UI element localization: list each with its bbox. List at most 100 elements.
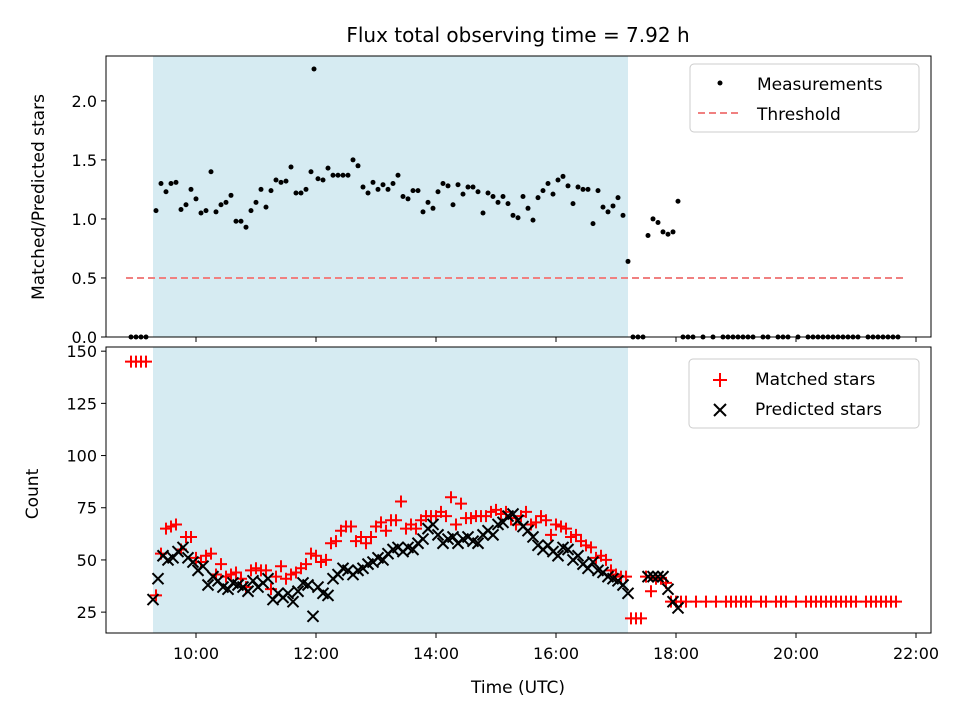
predicted-star-point xyxy=(661,582,675,596)
matched-star-point xyxy=(360,537,372,550)
y-tick-label: 25 xyxy=(77,603,97,622)
measurement-point xyxy=(600,204,606,210)
predicted-star-point xyxy=(561,543,575,556)
matched-star-point xyxy=(520,505,532,518)
measurement-point xyxy=(590,221,596,227)
measurement-point xyxy=(311,66,317,72)
matched-star-point xyxy=(215,558,227,571)
measurement-point xyxy=(455,182,461,188)
predicted-star-point xyxy=(151,572,165,585)
matched-star-point xyxy=(300,558,312,571)
measurement-point xyxy=(465,184,471,190)
predicted-star-point xyxy=(186,555,200,569)
measurement-point xyxy=(480,210,486,216)
measurement-point xyxy=(550,191,556,197)
measurement-point xyxy=(515,215,521,221)
measurement-point xyxy=(520,194,526,199)
predicted-star-point xyxy=(671,601,685,615)
measurement-point xyxy=(335,172,341,178)
measurement-point xyxy=(505,201,511,207)
matched-star-point xyxy=(205,547,217,560)
measurement-point xyxy=(375,186,381,192)
bottom-y-axis-label: Count xyxy=(23,468,43,519)
measurement-point xyxy=(475,189,481,195)
matched-star-point xyxy=(890,595,902,608)
x-tick-label: 10:00 xyxy=(173,644,219,663)
x-tick-label: 12:00 xyxy=(293,644,339,663)
predicted-star-point xyxy=(641,570,655,583)
x-tick-label: 20:00 xyxy=(773,644,819,663)
predicted-star-point xyxy=(646,570,660,583)
x-tick-label: 18:00 xyxy=(653,644,699,663)
matched-star-point xyxy=(540,514,552,527)
measurement-point xyxy=(350,157,356,163)
measurement-point xyxy=(380,182,386,188)
predicted-star-point xyxy=(196,559,210,573)
matched-star-point xyxy=(365,530,377,543)
measurement-point xyxy=(670,229,676,235)
matched-star-point xyxy=(600,553,612,566)
predicted-star-point xyxy=(286,595,300,608)
matched-star-point xyxy=(270,570,282,583)
measurement-point xyxy=(253,199,259,205)
measurement-point xyxy=(238,218,244,224)
measurement-point xyxy=(545,181,551,187)
x-tick-label: 14:00 xyxy=(413,644,459,663)
predicted-star-point xyxy=(571,549,585,562)
matched-star-point xyxy=(230,566,242,579)
measurement-point xyxy=(530,217,536,223)
measurement-point xyxy=(158,181,164,187)
measurement-point xyxy=(495,199,501,205)
legend-matched-stars: Matched stars xyxy=(755,370,875,390)
x-tick-label: 16:00 xyxy=(533,644,579,663)
matched-star-point xyxy=(545,528,557,541)
matched-star-point xyxy=(380,524,392,537)
matched-star-point xyxy=(450,518,462,531)
measurement-point xyxy=(430,205,436,211)
measurement-point xyxy=(365,190,371,196)
legend-threshold: Threshold xyxy=(756,105,841,125)
y-tick-label: 125 xyxy=(66,394,97,413)
measurement-point xyxy=(400,194,406,199)
measurement-point xyxy=(283,178,289,184)
top-legend-box xyxy=(689,63,920,133)
measurement-point xyxy=(565,183,571,189)
predicted-star-point xyxy=(201,578,215,592)
measurement-point xyxy=(390,181,396,187)
measurement-point xyxy=(410,188,416,194)
measurement-point xyxy=(268,188,274,194)
legend-dot-icon xyxy=(717,80,723,86)
y-tick-label: 2.0 xyxy=(72,92,97,111)
predicted-star-point xyxy=(621,587,635,600)
y-tick-label: 1.0 xyxy=(72,210,97,229)
predicted-star-point xyxy=(651,570,665,583)
measurement-point xyxy=(490,194,496,199)
measurement-point xyxy=(580,186,586,192)
predicted-star-point xyxy=(261,572,275,585)
predicted-star-point xyxy=(301,578,315,592)
observing-window-shade xyxy=(153,347,628,633)
predicted-star-point xyxy=(656,570,670,583)
measurement-point xyxy=(153,208,159,214)
measurement-point xyxy=(288,164,294,170)
y-tick-label: 0.0 xyxy=(72,328,97,347)
matched-star-point xyxy=(390,514,402,527)
matched-star-point xyxy=(640,570,652,583)
legend-measurements: Measurements xyxy=(757,75,883,95)
measurement-point xyxy=(620,212,626,218)
measurement-point xyxy=(298,190,304,196)
predicted-star-point xyxy=(586,555,600,569)
top-y-axis-label: Matched/Predicted stars xyxy=(29,94,49,300)
y-tick-label: 150 xyxy=(66,342,97,361)
measurement-point xyxy=(263,204,269,210)
measurement-point xyxy=(325,165,331,171)
predicted-star-point xyxy=(176,541,190,554)
measurement-point xyxy=(395,172,401,178)
predicted-star-point xyxy=(426,518,440,531)
measurement-point xyxy=(330,172,336,178)
matched-star-point xyxy=(455,497,467,510)
measurement-point xyxy=(405,196,411,202)
measurement-point xyxy=(540,188,546,194)
measurement-point xyxy=(233,218,239,224)
